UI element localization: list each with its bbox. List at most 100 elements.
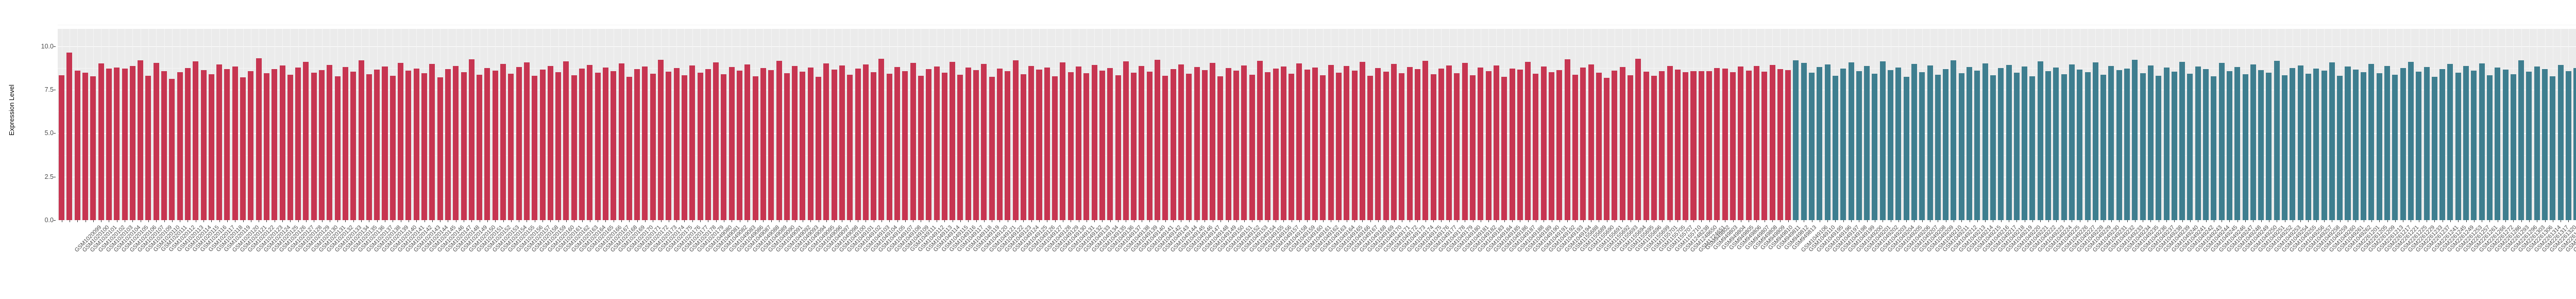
bar xyxy=(1619,67,1625,220)
bar xyxy=(705,69,711,220)
bar xyxy=(1320,75,1326,220)
bar xyxy=(232,66,238,220)
x-tick-mark xyxy=(2182,220,2183,222)
y-tick-label: 5.0 xyxy=(44,129,54,137)
bar xyxy=(1643,71,1649,220)
bar xyxy=(1155,60,1161,220)
bar xyxy=(1777,69,1783,220)
bar xyxy=(728,67,735,220)
x-tick-mark xyxy=(1843,220,1844,222)
bar xyxy=(453,65,459,220)
x-tick-mark xyxy=(1488,220,1489,222)
bar xyxy=(1674,69,1681,220)
bar xyxy=(1722,68,1728,220)
x-tick-mark xyxy=(219,220,220,222)
x-tick-mark xyxy=(2300,220,2301,222)
x-tick-mark xyxy=(2316,220,2317,222)
bar xyxy=(334,76,341,220)
x-tick-mark xyxy=(834,220,835,222)
x-tick-mark xyxy=(2568,220,2569,222)
bar xyxy=(2163,67,2170,220)
bar xyxy=(1414,69,1420,220)
bar xyxy=(66,52,73,220)
bar xyxy=(1273,68,1279,220)
bar xyxy=(1225,68,1231,220)
x-tick-mark xyxy=(227,220,228,222)
x-tick-mark xyxy=(716,220,717,222)
x-tick-mark xyxy=(1662,220,1663,222)
bar xyxy=(642,67,648,220)
bar xyxy=(2345,67,2351,220)
bar xyxy=(839,65,845,220)
x-tick-mark xyxy=(1567,220,1568,222)
x-tick-mark xyxy=(1370,220,1371,222)
x-tick-mark xyxy=(1985,220,1986,222)
bar xyxy=(461,72,467,220)
bar xyxy=(184,68,191,220)
bar xyxy=(200,70,207,220)
x-tick-mark xyxy=(2261,220,2262,222)
bar xyxy=(1879,61,1886,220)
x-tick-mark xyxy=(1528,220,1529,222)
x-tick-mark xyxy=(2489,220,2490,222)
bar xyxy=(1430,74,1436,220)
bar xyxy=(193,61,199,220)
x-tick-mark xyxy=(1638,220,1639,222)
x-tick-mark xyxy=(1449,220,1450,222)
x-tick-mark xyxy=(684,220,685,222)
bar xyxy=(602,67,608,220)
bar xyxy=(1698,71,1704,220)
bar xyxy=(2313,69,2319,220)
bar xyxy=(2408,61,2414,220)
x-tick-mark xyxy=(1709,220,1710,222)
bar xyxy=(1525,62,1531,220)
bar xyxy=(1958,73,1964,220)
y-tick-mark xyxy=(54,133,56,134)
bar xyxy=(957,75,963,220)
x-tick-mark xyxy=(676,220,677,222)
x-tick-mark xyxy=(1228,220,1229,222)
bar xyxy=(1785,70,1791,220)
bar xyxy=(1753,65,1759,220)
bar xyxy=(2250,64,2256,220)
bar xyxy=(2045,71,2052,220)
bar xyxy=(2557,65,2564,220)
bar xyxy=(2526,72,2532,220)
bar xyxy=(1848,62,1854,220)
bar xyxy=(1139,65,1145,220)
x-tick-mark xyxy=(2134,220,2136,222)
x-tick-mark xyxy=(164,220,165,222)
bar xyxy=(1943,69,1949,220)
bar xyxy=(918,75,924,220)
gridline-major xyxy=(58,46,2576,47)
bar xyxy=(1801,62,1807,220)
bar xyxy=(2416,71,2422,220)
x-tick-mark xyxy=(755,220,756,222)
y-axis-ticks: 0.0 2.5 5.0 7.5 10.0 xyxy=(0,0,56,299)
bar xyxy=(1864,66,1870,220)
bar xyxy=(2258,70,2264,220)
x-tick-mark xyxy=(1717,220,1718,222)
bar xyxy=(634,69,640,220)
x-tick-mark xyxy=(1795,220,1797,222)
x-tick-mark xyxy=(2395,220,2396,222)
x-tick-mark xyxy=(132,220,133,222)
x-tick-mark xyxy=(1015,220,1016,222)
bar xyxy=(1761,71,1768,220)
x-tick-mark xyxy=(637,220,638,222)
bar xyxy=(1462,63,1468,220)
x-tick-mark xyxy=(298,220,299,222)
bar xyxy=(374,69,380,220)
x-tick-mark xyxy=(2513,220,2514,222)
x-tick-mark xyxy=(1677,220,1679,222)
x-tick-mark xyxy=(1646,220,1647,222)
bar xyxy=(816,77,822,220)
bar xyxy=(611,71,617,220)
x-tick-mark xyxy=(2450,220,2451,222)
bar xyxy=(1588,64,1594,220)
x-tick-mark xyxy=(2545,220,2546,222)
x-tick-mark xyxy=(968,220,969,222)
bar xyxy=(2471,70,2477,220)
bar xyxy=(1454,73,1460,220)
bar xyxy=(1217,76,1224,220)
